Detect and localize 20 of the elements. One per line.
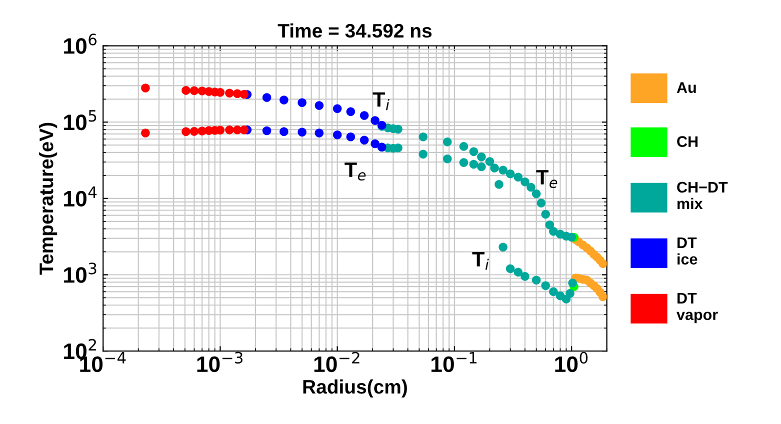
x-tick-label: 10$^{0}$: [555, 352, 588, 372]
y-axis-title: Temperature(eV): [38, 122, 58, 275]
y-tick-label: 10$^{3}$: [64, 262, 96, 283]
legend-label: CH: [677, 136, 698, 147]
annotation: T$_{e}$: [344, 162, 366, 181]
legend-label: DT vapor: [676, 292, 718, 324]
x-axis-title: Radius(cm): [303, 379, 407, 398]
annotation: T$_{i}$: [372, 92, 390, 110]
chart-title: Time = 34.592 ns: [278, 23, 432, 38]
x-tick-label: 10$^{−1}$: [432, 352, 477, 372]
x-tick-label: 10$^{−3}$: [197, 352, 242, 372]
legend-label: Au: [676, 82, 696, 93]
x-tick-label: 10$^{−2}$: [314, 352, 360, 372]
y-tick-label: 10$^{5}$: [64, 110, 96, 130]
annotation: T$_{e}$: [536, 170, 558, 188]
annotation: T$_{i}$: [472, 252, 489, 270]
y-tick-label: 10$^{6}$: [64, 34, 97, 54]
legend-label: DT ice: [678, 237, 698, 265]
legend-label: CH−DT mix: [677, 182, 728, 209]
y-tick-label: 10$^{4}$: [64, 186, 97, 207]
